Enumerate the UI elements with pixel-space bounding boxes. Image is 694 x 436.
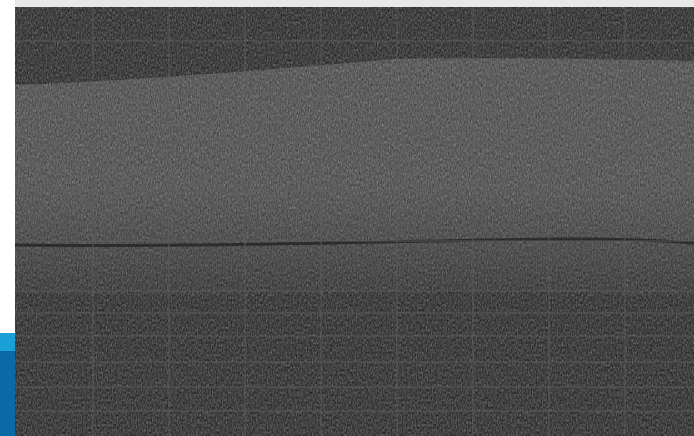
side-panel-tab-accent[interactable] [0, 333, 15, 351]
tissue-layer [15, 47, 694, 307]
scan-viewer[interactable] [15, 7, 694, 436]
measurement-grid [15, 7, 694, 436]
scan-image [15, 7, 694, 436]
viewer-top-border [15, 0, 694, 7]
left-panel [0, 0, 15, 436]
side-panel-tab[interactable] [0, 333, 15, 436]
